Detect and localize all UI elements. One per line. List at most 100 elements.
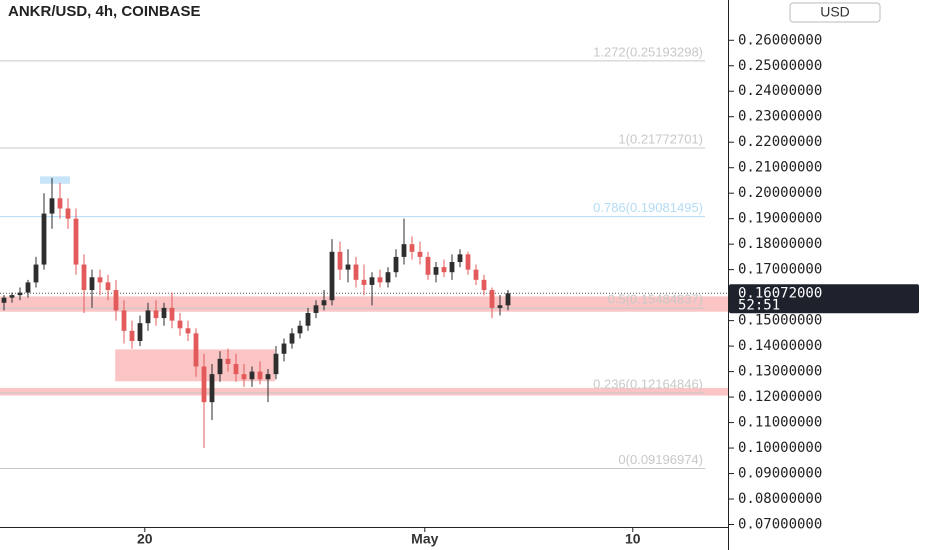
candle-body xyxy=(409,244,415,252)
y-tick-label: 0.12000000 xyxy=(738,389,822,405)
candle-body xyxy=(401,244,407,257)
x-tick-label: May xyxy=(411,531,438,547)
candle-body xyxy=(225,358,231,364)
candle-body xyxy=(361,279,367,285)
candle-body xyxy=(169,307,175,321)
zone xyxy=(0,387,728,396)
candle-body xyxy=(281,343,287,354)
candle-body xyxy=(145,310,151,324)
candle-body xyxy=(417,251,423,257)
candle-body xyxy=(329,251,335,301)
fib-label: 0(0.09196974) xyxy=(618,452,703,467)
candle-body xyxy=(473,269,479,280)
candle-body xyxy=(113,290,119,311)
candle-body xyxy=(97,277,103,283)
candle-body xyxy=(465,254,471,270)
candle-body xyxy=(137,323,143,342)
candle-body xyxy=(73,218,79,265)
candle-body xyxy=(425,256,431,275)
y-tick-label: 0.23000000 xyxy=(738,109,822,125)
candle-body xyxy=(345,264,351,270)
y-tick-label: 0.13000000 xyxy=(738,364,822,380)
candle-body xyxy=(65,208,71,219)
y-tick-label: 0.18000000 xyxy=(738,236,822,252)
y-tick-label: 0.21000000 xyxy=(738,160,822,176)
fib-label: 0.786(0.19081495) xyxy=(593,200,703,215)
candle-body xyxy=(121,310,127,331)
candle-body xyxy=(105,282,111,291)
y-tick-label: 0.19000000 xyxy=(738,211,822,227)
candle-body xyxy=(289,333,295,344)
candle-body xyxy=(81,264,87,291)
candle-body xyxy=(489,290,495,308)
candle-body xyxy=(33,264,39,283)
y-tick-label: 0.17000000 xyxy=(738,262,822,278)
y-tick-label: 0.10000000 xyxy=(738,440,822,456)
countdown: 52:51 xyxy=(738,297,780,313)
candle-body xyxy=(313,305,319,313)
fib-label: 1(0.21772701) xyxy=(618,131,703,146)
candle-body xyxy=(337,251,343,270)
candle-body xyxy=(89,277,95,291)
candle-body xyxy=(1,297,7,303)
candle-body xyxy=(209,374,215,403)
y-tick-label: 0.26000000 xyxy=(738,32,822,48)
zone xyxy=(40,176,70,184)
candle-body xyxy=(177,320,183,329)
y-tick-label: 0.11000000 xyxy=(738,415,822,431)
candle-body xyxy=(353,264,359,280)
candle-body xyxy=(185,328,191,334)
candle-body xyxy=(161,307,167,319)
y-tick-label: 0.22000000 xyxy=(738,134,822,150)
candle-body xyxy=(265,374,271,380)
candle-body xyxy=(457,254,463,263)
x-tick-label: 10 xyxy=(625,531,641,547)
chart-title: ANKR/USD, 4h, COINBASE xyxy=(8,3,201,20)
y-tick-label: 0.08000000 xyxy=(738,491,822,507)
y-tick-label: 0.07000000 xyxy=(738,517,822,533)
fib-label: 0.5(0.15484837) xyxy=(608,292,703,307)
y-tick-label: 0.24000000 xyxy=(738,83,822,99)
candle-body xyxy=(233,363,239,375)
candle-body xyxy=(25,282,31,293)
y-tick-label: 0.25000000 xyxy=(738,58,822,74)
candle-body xyxy=(57,198,63,209)
candle-body xyxy=(369,277,375,285)
candle-body xyxy=(201,366,207,403)
candle-body xyxy=(321,300,327,306)
candle-body xyxy=(273,353,279,375)
candle-body xyxy=(377,277,383,283)
candle-body xyxy=(441,267,447,273)
candle-body xyxy=(41,213,47,265)
y-tick-label: 0.20000000 xyxy=(738,185,822,201)
last-price-badge xyxy=(729,284,919,314)
candle-body xyxy=(449,262,455,273)
last-price-label: 0.16072000 xyxy=(738,285,822,301)
y-tick-label: 0.14000000 xyxy=(738,338,822,354)
candle-body xyxy=(241,374,247,380)
candle-body xyxy=(481,279,487,291)
candle-body xyxy=(249,371,255,380)
candle-body xyxy=(505,293,511,306)
y-tick-label: 0.15000000 xyxy=(738,313,822,329)
candle-body xyxy=(217,358,223,375)
currency-badge[interactable] xyxy=(789,2,881,23)
candle-body xyxy=(129,330,135,342)
candle-body xyxy=(17,292,23,296)
candle-body xyxy=(257,371,263,380)
fib-label: 0.236(0.12164846) xyxy=(593,376,703,391)
candle-body xyxy=(497,305,503,308)
candle-body xyxy=(297,325,303,334)
fib-label: 1.272(0.25193298) xyxy=(593,44,703,59)
candle-body xyxy=(49,198,55,214)
y-tick-label: 0.09000000 xyxy=(738,466,822,482)
candle-body xyxy=(393,256,399,273)
x-tick-label: 20 xyxy=(137,531,153,547)
candle-body xyxy=(385,272,391,283)
candle-body xyxy=(153,310,159,319)
candle-body xyxy=(433,267,439,275)
candle-body xyxy=(9,295,15,298)
candle-body xyxy=(193,333,199,367)
